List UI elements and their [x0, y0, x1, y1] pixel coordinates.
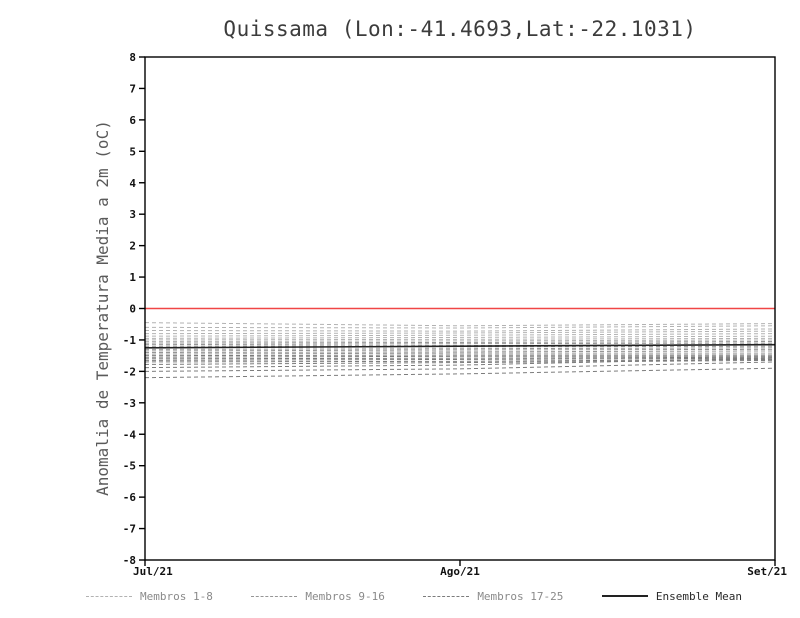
- ensemble-member-line: [144, 322, 776, 327]
- ensemble-member-line: [144, 357, 776, 369]
- ensemble-member-line: [144, 339, 776, 343]
- ensemble-member-line: [144, 354, 775, 357]
- ensemble-mean-line: [144, 343, 776, 349]
- ensemble-member-line: [144, 367, 776, 379]
- x-tick-label: Set/21: [747, 565, 787, 578]
- ensemble-member-line: [144, 335, 776, 339]
- ensemble-member-line: [144, 325, 776, 329]
- ensemble-member-line: [144, 352, 775, 355]
- legend-dashed-line-sample: [423, 595, 470, 597]
- y-tick-label: -1: [123, 334, 137, 347]
- legend-dashed-line-sample: [251, 595, 298, 597]
- x-tick-label: Ago/21: [440, 565, 480, 578]
- ensemble-member-line: [144, 342, 776, 346]
- y-tick-label: 2: [129, 240, 136, 253]
- legend-item-membros-1-8: Membros 1-8: [86, 590, 213, 603]
- y-tick-label: 3: [129, 208, 136, 221]
- ensemble-member-line: [144, 357, 776, 361]
- x-tick-label: Jul/21: [133, 565, 173, 578]
- ensemble-member-line: [144, 337, 776, 341]
- legend-label: Membros 17-25: [477, 589, 564, 603]
- ensemble-member-line: [144, 350, 776, 354]
- y-tick-label: 6: [129, 114, 136, 127]
- ensemble-member-line: [144, 328, 776, 332]
- y-tick-label: -7: [123, 523, 136, 536]
- chart-title: Quissama (Lon:-41.4693,Lat:-22.1031): [223, 17, 696, 41]
- y-tick-label: 4: [129, 177, 136, 190]
- y-tick-label: 1: [129, 271, 136, 284]
- ensemble-member-line: [144, 347, 776, 350]
- ensemble-member-line: [144, 330, 776, 335]
- legend-item-membros-17-25: Membros 17-25: [423, 590, 563, 603]
- y-tick-label: 5: [129, 145, 136, 158]
- legend-item-membros-9-16: Membros 9-16: [251, 589, 385, 603]
- ensemble-member-line: [144, 333, 776, 337]
- y-tick-label: -5: [123, 460, 136, 473]
- y-tick-label: -2: [123, 365, 136, 378]
- y-tick-label: -3: [123, 397, 136, 410]
- chart-legend: Membros 1-8 Membros 9-16 Membros 17-25 E…: [0, 582, 800, 610]
- legend-label: Ensemble Mean: [655, 589, 742, 603]
- ensemble-member-line: [144, 348, 776, 352]
- legend-label: Membros 1-8: [140, 589, 213, 603]
- y-tick-label: 8: [129, 51, 136, 64]
- ensemble-member-line: [144, 341, 776, 344]
- y-tick-label: -6: [123, 491, 137, 504]
- legend-solid-line-sample: [601, 595, 648, 597]
- ensemble-member-line: [144, 361, 776, 372]
- ensemble-member-line: [144, 355, 775, 358]
- y-tick-label: -4: [123, 428, 137, 441]
- ensemble-member-line: [144, 356, 776, 360]
- ensemble-member-line: [144, 359, 776, 365]
- legend-label: Membros 9-16: [305, 589, 385, 603]
- plot-frame: [144, 56, 776, 561]
- legend-dashed-line-sample: [86, 595, 132, 597]
- y-axis-title: Anomalia de Temperatura Media a 2m (oC): [93, 120, 112, 496]
- y-tick-label: -8: [123, 554, 136, 567]
- y-tick-label: 7: [129, 82, 136, 95]
- y-tick-label: 0: [129, 303, 136, 316]
- legend-item-ensemble-mean: Ensemble Mean: [601, 589, 742, 603]
